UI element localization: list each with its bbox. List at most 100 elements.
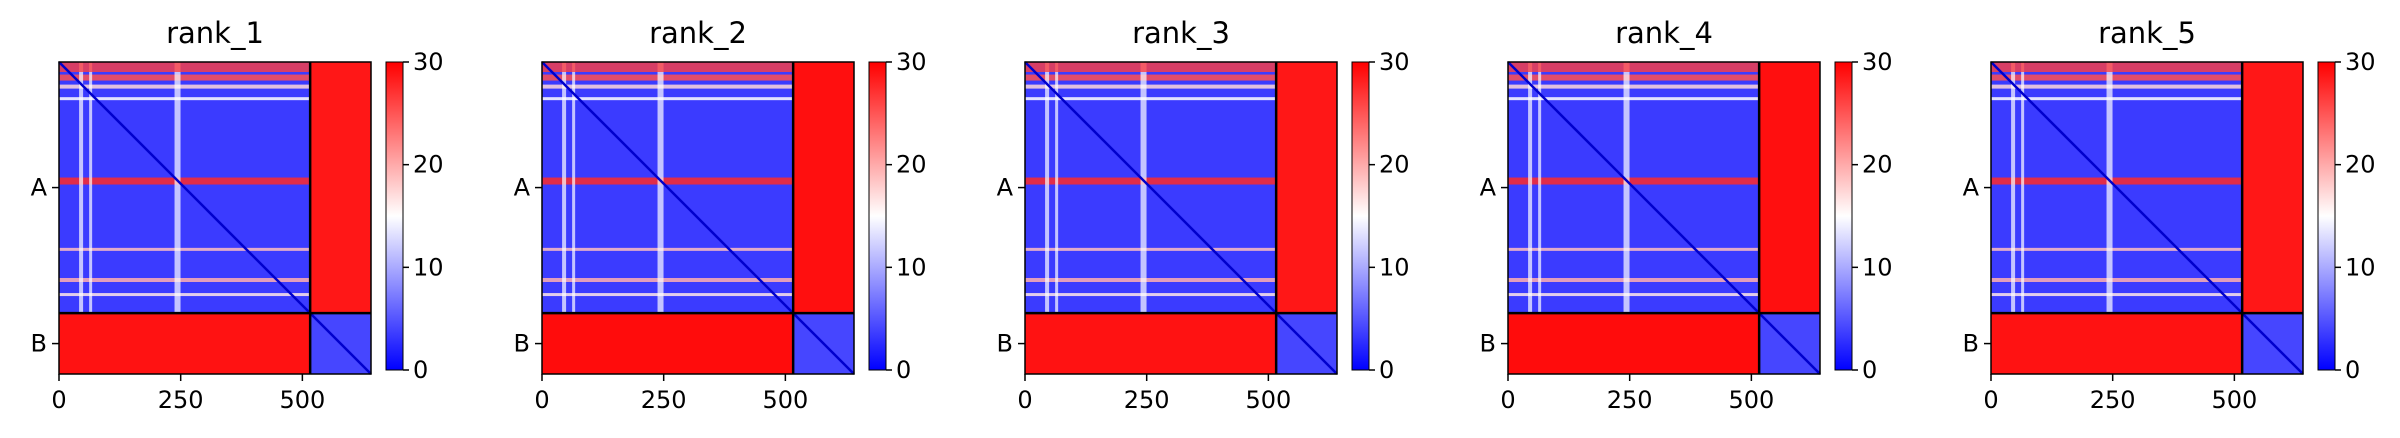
heatmap-streak (1508, 74, 1760, 81)
heatmap-streak (59, 247, 311, 251)
heatmap-streak (572, 62, 576, 314)
y-tick-label: B (1480, 330, 1496, 358)
y-tick-label: A (1963, 174, 1980, 202)
colorbar-tick-label: 30 (413, 48, 444, 76)
x-tick-label: 0 (1500, 386, 1515, 414)
colorbar-tick-label: 20 (413, 151, 444, 179)
heatmap-streak (1508, 277, 1760, 282)
colorbar-tick-label: 30 (1862, 48, 1893, 76)
heatmap-streak (2021, 62, 2025, 314)
interchain-ab (2242, 62, 2303, 314)
heatmap-diagonal (1990, 61, 2304, 375)
heatmap-streak (1528, 62, 1533, 314)
heatmap-streak (1991, 97, 2243, 101)
heatmap-streak (59, 293, 311, 297)
x-tick-label: 0 (1983, 386, 1998, 414)
y-tick-label: B (997, 330, 1013, 358)
interchain-ab (793, 62, 854, 314)
colorbar-tick-label: 10 (1379, 253, 1410, 281)
heatmap-streak (1045, 62, 1050, 314)
heatmap-streak (1991, 247, 2243, 251)
heatmap-frame (1990, 61, 2304, 375)
heatmap-frame (1024, 61, 1338, 375)
heatmap-streak (1025, 277, 1277, 282)
heatmap-streak (1025, 97, 1277, 101)
colorbar-tick-label: 0 (896, 356, 911, 384)
x-tick-label: 250 (1607, 386, 1653, 414)
heatmap-frame (1507, 61, 1821, 375)
heatmap-diagonal (58, 61, 372, 375)
heatmap-streak (1991, 84, 2243, 89)
heatmap-streak (1025, 84, 1277, 89)
heatmap-streak (542, 293, 794, 297)
colorbar-tick-label: 30 (1379, 48, 1410, 76)
heatmap-streak (1508, 293, 1760, 297)
interchain-ab (310, 62, 371, 314)
heatmap-streak (59, 62, 311, 72)
chart-title: rank_3 (1132, 16, 1230, 50)
colorbar-tick-label: 30 (2345, 48, 2376, 76)
colorbar (868, 61, 887, 371)
interchain-ba (1991, 313, 2243, 374)
colorbar (2317, 61, 2336, 371)
heatmap-streak (1991, 62, 2243, 72)
interchain-ba (542, 313, 794, 374)
heatmap-streak (542, 277, 794, 282)
colorbar-tick-label: 0 (1379, 356, 1394, 384)
colorbar-tick-label: 0 (2345, 356, 2360, 384)
heatmap-streak (1055, 62, 1059, 314)
y-tick-label: B (514, 330, 530, 358)
colorbar (1351, 61, 1370, 371)
heatmap-streak (2106, 62, 2113, 314)
heatmap-streak (1991, 74, 2243, 81)
chart-title: rank_2 (649, 16, 747, 50)
heatmap-diagonal (1024, 61, 1338, 375)
colorbar-tick-label: 20 (896, 151, 927, 179)
colorbar-tick-label: 10 (413, 253, 444, 281)
colorbar-tick-label: 10 (2345, 253, 2376, 281)
heatmap-streak (1025, 293, 1277, 297)
heatmap-streak (657, 62, 664, 314)
y-tick-label: A (997, 174, 1014, 202)
x-tick-label: 500 (762, 386, 808, 414)
heatmap-streak (174, 62, 181, 314)
colorbar-tick-label: 20 (1379, 151, 1410, 179)
heatmap-streak (1025, 62, 1277, 72)
heatmap-streak (1991, 177, 2243, 185)
heatmap-streak (1508, 97, 1760, 101)
heatmap-streak (1623, 62, 1630, 314)
interchain-ab (1276, 62, 1337, 314)
heatmap-streak (59, 74, 311, 81)
chart-title: rank_4 (1615, 16, 1713, 50)
heatmap-streak (1991, 277, 2243, 282)
y-tick-label: A (31, 174, 48, 202)
x-tick-label: 250 (1124, 386, 1170, 414)
x-tick-label: 250 (2090, 386, 2136, 414)
heatmap-streak (89, 62, 93, 314)
heatmap-streak (562, 62, 567, 314)
heatmap-streak (1025, 247, 1277, 251)
heatmap-frame (58, 61, 372, 375)
x-tick-label: 0 (51, 386, 66, 414)
y-tick-label: B (1963, 330, 1979, 358)
interchain-ba (1508, 313, 1760, 374)
heatmap-streak (542, 62, 794, 72)
heatmap-streak (1991, 293, 2243, 297)
y-tick-label: A (514, 174, 531, 202)
interchain-ba (1025, 313, 1277, 374)
interchain-ab (1759, 62, 1820, 314)
x-tick-label: 250 (641, 386, 687, 414)
heatmap-streak (542, 84, 794, 89)
heatmap-streak (1140, 62, 1147, 314)
colorbar-tick-label: 0 (1862, 356, 1877, 384)
heatmap-streak (79, 62, 84, 314)
heatmap-streak (542, 177, 794, 185)
colorbar (1834, 61, 1853, 371)
heatmap-streak (542, 97, 794, 101)
colorbar-tick-label: 30 (896, 48, 927, 76)
